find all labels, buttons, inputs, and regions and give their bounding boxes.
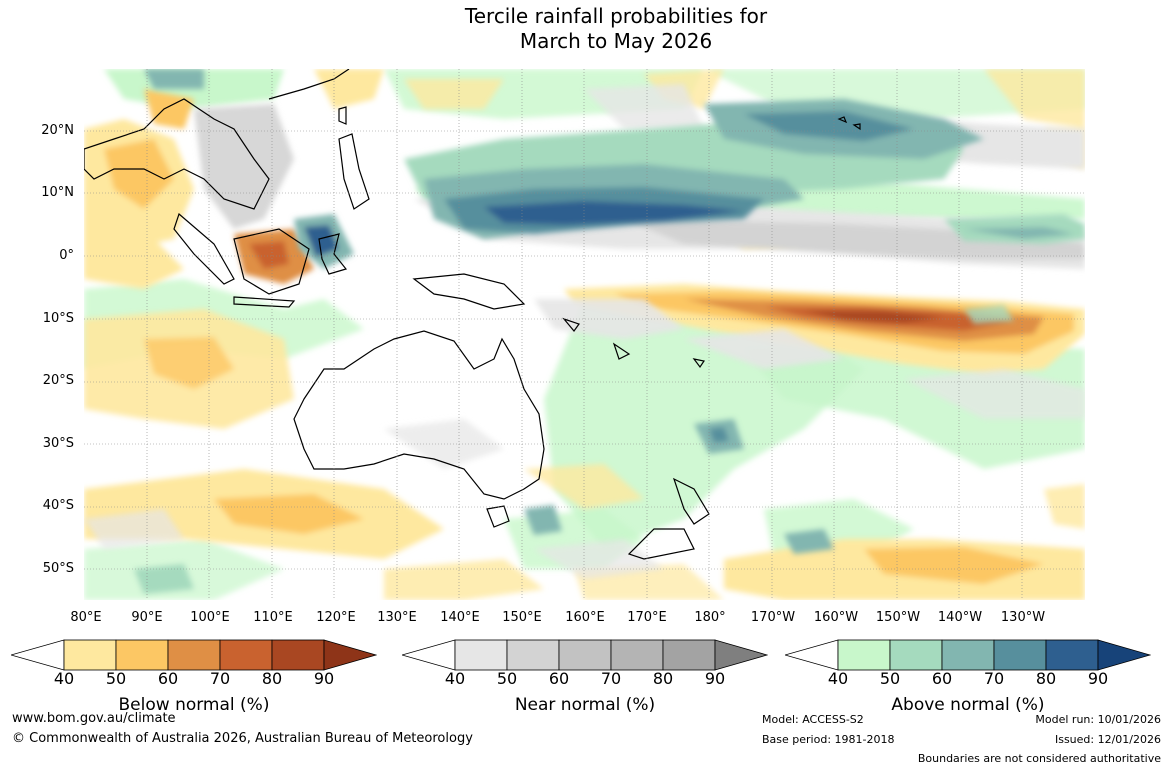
map-canvas — [83, 68, 1085, 600]
java-coastline — [233, 296, 296, 308]
above-normal-strong-regions — [134, 69, 1085, 594]
near-swatch-3 — [558, 639, 612, 671]
below-swatch-2 — [115, 639, 169, 671]
asia-mainland-coastline — [83, 98, 270, 210]
above-swatch-5 — [1045, 639, 1099, 671]
above-swatch-3 — [941, 639, 995, 671]
near-tick-70: 70 — [600, 669, 622, 688]
lon-label-100e: 100°E — [190, 610, 230, 625]
lon-label-110e: 110°E — [253, 610, 293, 625]
above-swatch-6 — [1097, 639, 1151, 671]
lon-label-170e: 170°E — [627, 610, 667, 625]
near-swatch-5 — [662, 639, 716, 671]
above-swatch-1 — [837, 639, 891, 671]
above-tick-90: 90 — [1087, 669, 1109, 688]
nz-south-island-coastline — [627, 528, 695, 560]
lon-label-130w: 130°W — [1000, 610, 1046, 625]
near-swatch-1 — [454, 639, 508, 671]
near-tick-80: 80 — [652, 669, 674, 688]
lat-label-30s: 30°S — [42, 436, 74, 451]
above-swatch-0 — [785, 639, 839, 671]
hawaii-coastline — [837, 116, 861, 131]
lat-label-20n: 20°N — [41, 123, 74, 138]
below-normal-title: Below normal (%) — [118, 695, 270, 715]
below-tick-80: 80 — [261, 669, 283, 688]
above-swatch-2 — [889, 639, 943, 671]
coastlines — [83, 68, 861, 560]
copyright-notice: © Commonwealth of Australia 2026, Austra… — [12, 731, 473, 746]
above-swatch-4 — [993, 639, 1047, 671]
below-swatch-1 — [63, 639, 117, 671]
taiwan-coastline — [338, 106, 347, 125]
below-swatch-4 — [219, 639, 273, 671]
map-title: Tercile rainfall probabilities for March… — [0, 4, 1173, 54]
above-normal-title: Above normal (%) — [891, 695, 1045, 715]
australia-coastline — [293, 330, 545, 500]
lat-label-50s: 50°S — [42, 561, 74, 576]
near-tick-90: 90 — [704, 669, 726, 688]
sumatra-coastline — [173, 212, 235, 285]
below-normal-colorbar — [11, 639, 377, 671]
above-tick-70: 70 — [983, 669, 1005, 688]
graticule — [84, 69, 1085, 600]
near-swatch-2 — [506, 639, 560, 671]
lon-label-140w: 140°W — [937, 610, 983, 625]
lon-label-180: 180° — [694, 610, 726, 625]
lon-label-160e: 160°E — [565, 610, 605, 625]
model-run-date: Model run: 10/01/2026 — [1035, 713, 1161, 726]
china-coastline — [268, 68, 350, 100]
above-normal-colorbar — [785, 639, 1151, 671]
lon-label-150w: 150°W — [875, 610, 921, 625]
above-tick-50: 50 — [879, 669, 901, 688]
below-swatch-6 — [323, 639, 377, 671]
borneo-coastline — [233, 228, 310, 295]
lat-label-equator: 0° — [59, 248, 74, 263]
lat-label-20s: 20°S — [42, 373, 74, 388]
lon-label-150e: 150°E — [502, 610, 542, 625]
above-tick-40: 40 — [827, 669, 849, 688]
philippines-coastline — [338, 133, 370, 210]
lon-label-140e: 140°E — [440, 610, 480, 625]
near-tick-50: 50 — [496, 669, 518, 688]
lat-label-10s: 10°S — [42, 311, 74, 326]
new-guinea-coastline — [412, 273, 526, 310]
above-tick-60: 60 — [931, 669, 953, 688]
near-swatch-4 — [610, 639, 664, 671]
near-normal-title: Near normal (%) — [514, 695, 656, 715]
bom-website-link[interactable]: www.bom.gov.au/climate — [12, 711, 176, 726]
below-tick-70: 70 — [209, 669, 231, 688]
model-name: Model: ACCESS-S2 — [762, 713, 864, 726]
lat-label-40s: 40°S — [42, 498, 74, 513]
below-tick-40: 40 — [53, 669, 75, 688]
lon-label-160w: 160°W — [813, 610, 859, 625]
pacific-islands-coastline — [562, 317, 705, 369]
below-tick-90: 90 — [313, 669, 335, 688]
sulawesi-coastline — [318, 233, 348, 275]
near-swatch-0 — [402, 639, 456, 671]
lat-label-10n: 10°N — [41, 185, 74, 200]
lon-label-120e: 120°E — [316, 610, 356, 625]
above-tick-80: 80 — [1035, 669, 1057, 688]
lon-label-130e: 130°E — [377, 610, 417, 625]
nz-north-island-coastline — [672, 477, 710, 525]
rainfall-probability-map — [83, 68, 1085, 600]
lon-label-80e: 80°E — [70, 610, 102, 625]
lon-label-170w: 170°W — [750, 610, 796, 625]
near-tick-60: 60 — [548, 669, 570, 688]
title-line-1: Tercile rainfall probabilities for — [464, 4, 768, 28]
below-tick-60: 60 — [157, 669, 179, 688]
near-normal-colorbar — [402, 639, 768, 671]
near-swatch-6 — [714, 639, 768, 671]
title-line-2: March to May 2026 — [519, 29, 713, 53]
below-tick-50: 50 — [105, 669, 127, 688]
issued-date: Issued: 12/01/2026 — [1054, 733, 1161, 746]
lon-label-90e: 90°E — [131, 610, 163, 625]
below-swatch-3 — [167, 639, 221, 671]
base-period: Base period: 1981-2018 — [762, 733, 895, 746]
below-swatch-0 — [11, 639, 65, 671]
boundary-disclaimer: Boundaries are not considered authoritat… — [917, 752, 1161, 765]
below-swatch-5 — [271, 639, 325, 671]
near-tick-40: 40 — [444, 669, 466, 688]
